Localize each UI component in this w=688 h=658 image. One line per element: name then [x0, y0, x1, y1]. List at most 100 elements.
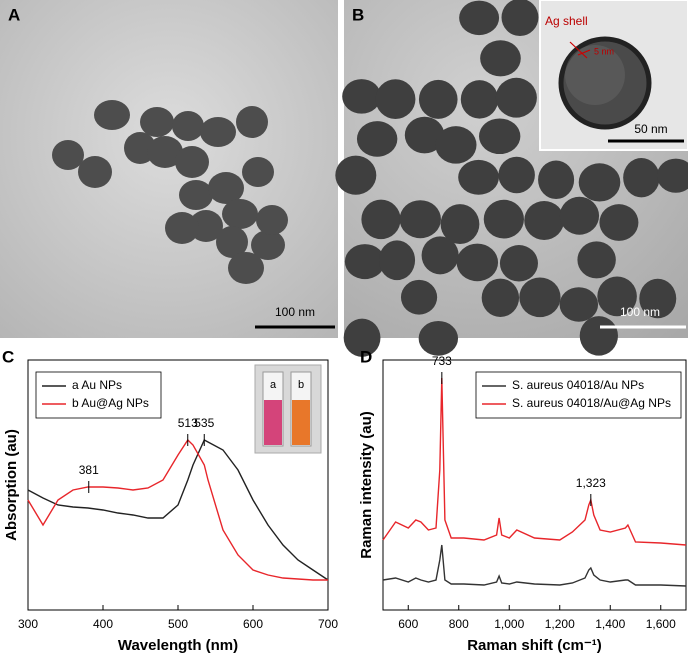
x-axis-label: Wavelength (nm) [118, 637, 238, 654]
x-tick-label: 600 [398, 617, 418, 631]
particle [421, 236, 459, 275]
particle [498, 156, 535, 194]
inset-arrow [569, 41, 588, 59]
plot-frame [382, 359, 687, 611]
particle [481, 278, 520, 317]
particle [404, 116, 445, 154]
particle [458, 159, 499, 195]
legend-label: b Au@Ag NPs [72, 396, 149, 410]
particle [538, 160, 575, 200]
particle [140, 107, 174, 137]
x-tick-label: 1,000 [494, 617, 524, 631]
particle [236, 106, 268, 138]
particle [483, 199, 524, 239]
particle [335, 155, 377, 195]
particle [578, 163, 621, 202]
particle [623, 158, 660, 198]
x-tick-label: 800 [449, 617, 469, 631]
x-tick-label: 400 [93, 617, 113, 631]
series-line [27, 438, 328, 581]
inset-scale-label: 50 nm [634, 122, 667, 136]
particle [524, 200, 565, 240]
particle [242, 157, 274, 187]
series-line [382, 377, 687, 546]
legend-box [35, 371, 162, 419]
particle [342, 79, 381, 114]
peak-label: 1,323 [576, 476, 606, 490]
particle [579, 316, 618, 356]
panel-letter: A [8, 5, 20, 24]
legend-label: a Au NPs [72, 378, 122, 392]
particle [459, 0, 500, 36]
vial-liquid [264, 400, 282, 445]
particle [172, 111, 204, 141]
particle [559, 287, 599, 322]
particle [501, 0, 539, 37]
particle [200, 117, 236, 147]
particle [597, 276, 637, 317]
particle [435, 126, 477, 164]
legend-box [475, 371, 682, 419]
inset-thickness: 5 nm [594, 46, 614, 56]
particle [361, 199, 401, 240]
particle [639, 278, 677, 319]
particle [418, 79, 458, 119]
inset-arrow [577, 49, 591, 56]
particle [599, 204, 639, 241]
peak-label: 513 [178, 416, 198, 430]
y-axis-label: Raman intensity (au) [358, 411, 375, 559]
particle [499, 245, 538, 282]
particle [228, 252, 264, 284]
particle [52, 140, 84, 170]
particle [222, 199, 258, 229]
particle [256, 205, 288, 235]
particle [356, 121, 398, 157]
scale-label: 100 nm [620, 305, 660, 319]
x-tick-label: 1,600 [646, 617, 676, 631]
series-line [27, 439, 329, 581]
particle [251, 230, 285, 260]
panel-letter: D [360, 347, 372, 366]
x-tick-label: 600 [243, 617, 263, 631]
particle [418, 320, 459, 356]
particle [216, 226, 248, 258]
x-tick-label: 300 [18, 617, 38, 631]
peak-label: 535 [194, 416, 214, 430]
scale-label: 100 nm [275, 305, 315, 319]
particle [344, 244, 385, 280]
vial-label: b [298, 379, 304, 391]
particle [94, 100, 130, 130]
particle [559, 196, 600, 235]
inset-label: Ag shell [545, 14, 588, 28]
particle [456, 243, 499, 282]
particle [147, 136, 183, 168]
particle [179, 180, 213, 210]
particle [208, 172, 244, 204]
particle [656, 158, 688, 193]
particle [519, 277, 561, 318]
particle [78, 156, 112, 188]
legend-label: S. aureus 04018/Au@Ag NPs [512, 396, 671, 410]
tem-image-a [0, 0, 338, 338]
x-tick-label: 700 [318, 617, 338, 631]
panel-letter: B [352, 5, 364, 24]
y-axis-label: Absorption (au) [3, 429, 20, 541]
particle [577, 241, 616, 279]
peak-label: 733 [432, 354, 452, 368]
particle [175, 146, 209, 178]
vial-label: a [270, 379, 277, 391]
particle [375, 79, 416, 119]
particle [480, 40, 521, 77]
series-line [382, 544, 687, 587]
particle [460, 80, 499, 119]
inset-core [565, 45, 625, 105]
peak-label: 381 [79, 463, 99, 477]
particle [378, 240, 416, 281]
x-tick-label: 1,400 [595, 617, 625, 631]
particle [343, 318, 381, 357]
legend-label: S. aureus 04018/Au NPs [512, 378, 644, 392]
particle [440, 204, 480, 244]
x-tick-label: 500 [168, 617, 188, 631]
x-axis-label: Raman shift (cm⁻¹) [467, 637, 602, 654]
